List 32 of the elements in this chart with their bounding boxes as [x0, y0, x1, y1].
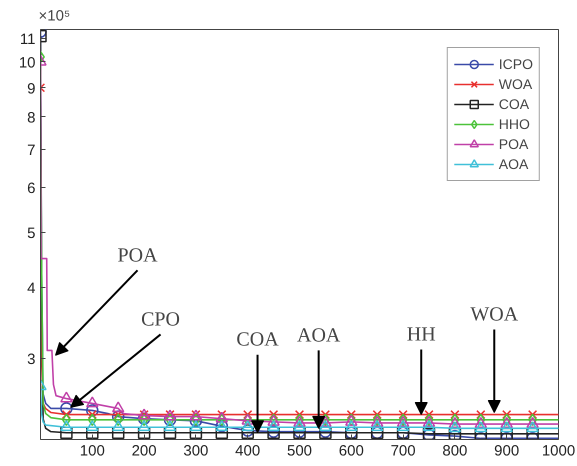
y-tick-label: 5 — [27, 225, 36, 242]
x-tick-label: 900 — [494, 442, 520, 460]
y-tick-label: 6 — [27, 180, 36, 198]
x-tick-label: 100 — [80, 442, 105, 460]
y-tick-label: 7 — [27, 142, 36, 160]
x-tick-label: 300 — [183, 442, 208, 460]
annotation: CPO — [141, 308, 180, 330]
annotation: AOA — [297, 324, 341, 346]
annotation: COA — [236, 328, 280, 351]
annotation: HH — [406, 324, 436, 346]
legend-label: AOA — [498, 156, 528, 172]
x-tick-label: 400 — [235, 442, 260, 460]
x-tick-label: 500 — [286, 442, 312, 460]
y-tick-label: 10 — [18, 54, 36, 72]
legend-label: COA — [498, 96, 530, 112]
x-tick-label: 700 — [390, 442, 416, 460]
x-tick-label: 1000 — [542, 442, 576, 460]
y-tick-label: 11 — [20, 30, 36, 48]
x-tick-label: 200 — [132, 442, 157, 460]
y-tick-label: 8 — [27, 109, 36, 126]
annotation: WOA — [470, 304, 519, 326]
annotation: POA — [118, 244, 158, 266]
x-tick-label: 600 — [338, 442, 364, 460]
legend-label: WOA — [498, 76, 532, 92]
legend-label: ICPO — [498, 56, 533, 72]
legend-label: POA — [498, 136, 528, 152]
x-tick-label: 800 — [442, 442, 468, 460]
y-tick-label: 9 — [27, 80, 36, 98]
y-tick-label: 4 — [27, 280, 36, 298]
legend-label: HHO — [498, 116, 530, 132]
text: ×10⁵ — [38, 8, 70, 24]
y-tick-label: 3 — [27, 351, 36, 368]
